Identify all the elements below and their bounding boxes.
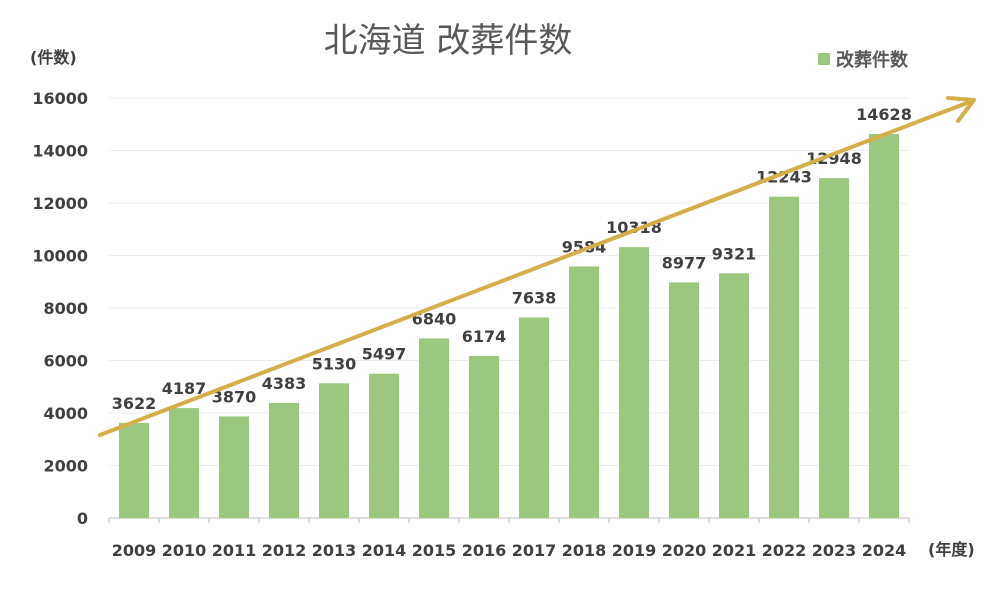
data-label: 6174 bbox=[462, 327, 507, 346]
bar bbox=[719, 273, 749, 518]
x-tick-label: 2011 bbox=[212, 541, 257, 560]
y-tick-label: 14000 bbox=[32, 142, 88, 161]
bar bbox=[269, 402, 299, 518]
legend-label: 改葬件数 bbox=[836, 49, 909, 71]
data-label: 5130 bbox=[312, 354, 357, 373]
x-tick-label: 2019 bbox=[612, 541, 657, 560]
trend-arrow-line bbox=[98, 99, 974, 437]
y-tick-label: 2000 bbox=[43, 457, 88, 476]
x-tick-label: 2018 bbox=[562, 541, 607, 560]
x-tick-label: 2017 bbox=[512, 541, 557, 560]
legend: 改葬件数 bbox=[818, 49, 909, 71]
x-tick-label: 2021 bbox=[712, 541, 757, 560]
data-label: 9321 bbox=[712, 244, 757, 263]
data-label: 5497 bbox=[362, 345, 407, 364]
y-tick-label: 16000 bbox=[32, 89, 88, 108]
legend-swatch bbox=[818, 53, 830, 65]
data-label: 4187 bbox=[162, 379, 207, 398]
y-tick-label: 10000 bbox=[32, 247, 88, 266]
bar bbox=[769, 196, 799, 518]
x-axis-label: (年度) bbox=[928, 540, 975, 559]
bar bbox=[419, 338, 449, 518]
data-label: 12243 bbox=[756, 168, 812, 187]
data-label: 6840 bbox=[412, 309, 457, 328]
chart-title: 北海道 改葬件数 bbox=[324, 21, 573, 61]
x-tick-label: 2010 bbox=[162, 541, 207, 560]
x-tick-label: 2015 bbox=[412, 541, 457, 560]
x-tick-label: 2024 bbox=[862, 541, 907, 560]
y-tick-label: 8000 bbox=[43, 299, 88, 318]
x-tick-label: 2022 bbox=[762, 541, 807, 560]
data-label: 4383 bbox=[262, 374, 307, 393]
y-tick-label: 12000 bbox=[32, 194, 88, 213]
data-label: 3622 bbox=[112, 394, 157, 413]
data-label: 12948 bbox=[806, 149, 862, 168]
bar bbox=[469, 355, 499, 518]
y-tick-label: 0 bbox=[77, 509, 88, 528]
data-label: 14628 bbox=[856, 105, 912, 124]
bar bbox=[119, 422, 149, 518]
data-label: 8977 bbox=[662, 253, 707, 272]
x-tick-label: 2012 bbox=[262, 541, 307, 560]
x-tick-label: 2009 bbox=[112, 541, 157, 560]
x-tick-label: 2014 bbox=[362, 541, 407, 560]
bar bbox=[319, 383, 349, 518]
y-tick-label: 6000 bbox=[43, 352, 88, 371]
bar bbox=[869, 134, 899, 518]
bar bbox=[219, 416, 249, 518]
bar bbox=[569, 266, 599, 518]
bar bbox=[519, 317, 549, 518]
trend-arrow-head-icon bbox=[946, 96, 976, 123]
bar bbox=[819, 178, 849, 519]
x-tick-label: 2023 bbox=[812, 541, 857, 560]
data-label: 10318 bbox=[606, 218, 662, 237]
data-label: 7638 bbox=[512, 289, 557, 308]
x-tick-label: 2016 bbox=[462, 541, 507, 560]
data-label: 3870 bbox=[212, 387, 257, 406]
bar bbox=[169, 408, 199, 518]
data-label: 9584 bbox=[562, 237, 607, 256]
bar bbox=[369, 373, 399, 518]
bar bbox=[619, 247, 649, 518]
y-axis-label: (件数) bbox=[30, 48, 77, 67]
bar bbox=[669, 282, 699, 518]
x-tick-label: 2020 bbox=[662, 541, 707, 560]
y-tick-label: 4000 bbox=[43, 404, 88, 423]
x-tick-label: 2013 bbox=[312, 541, 357, 560]
